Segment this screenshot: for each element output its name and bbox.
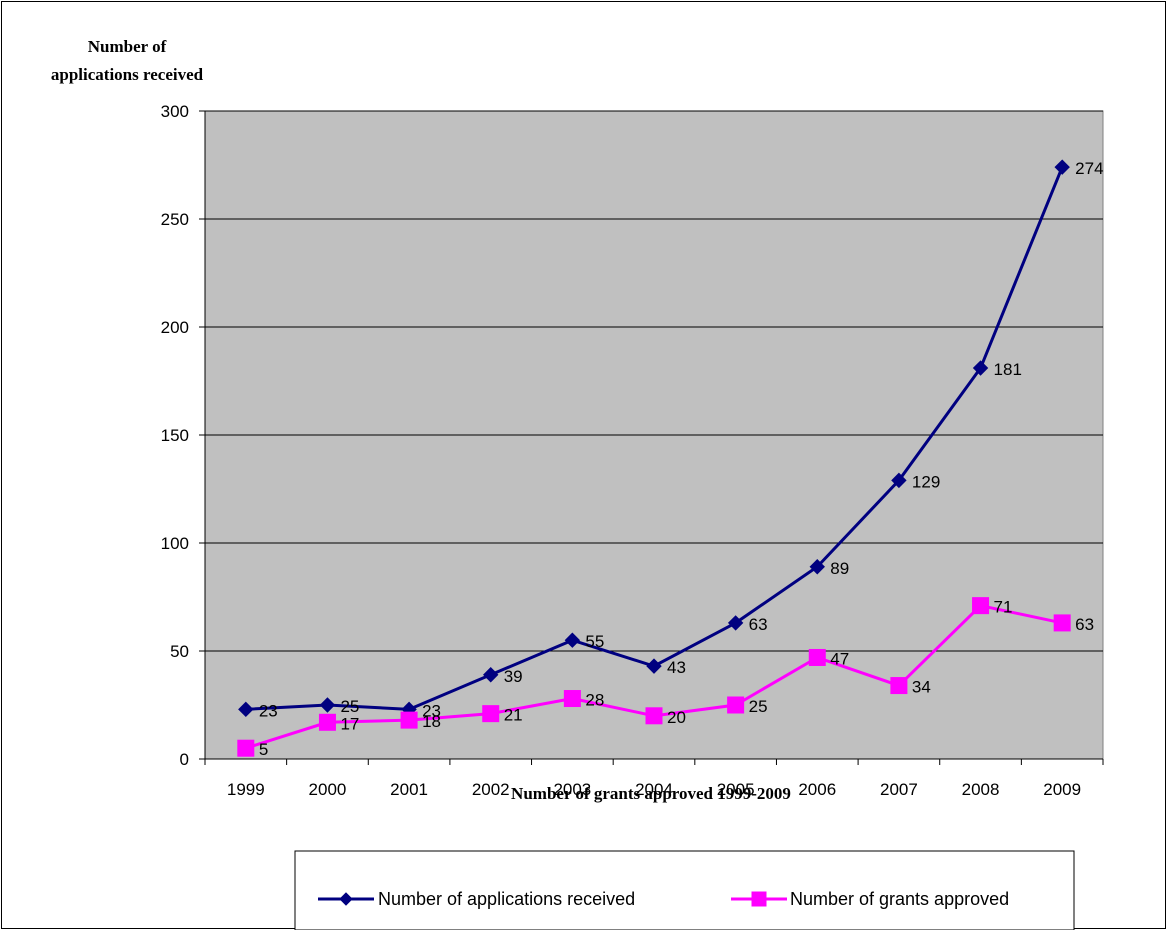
data-point-1-9 (972, 597, 990, 615)
y-tick-label-200: 200 (161, 318, 189, 337)
data-label-0-10: 274 (1075, 159, 1103, 178)
data-point-1-1 (318, 713, 336, 731)
y-tick-label-250: 250 (161, 210, 189, 229)
data-point-0-8 (891, 472, 907, 489)
data-label-1-10: 63 (1075, 615, 1094, 634)
x-tick-label-1999: 1999 (227, 780, 265, 799)
data-point-0-5 (646, 658, 662, 674)
data-point-1-3 (482, 705, 500, 723)
data-label-1-8: 34 (912, 678, 931, 697)
data-label-0-7: 89 (830, 559, 849, 578)
legend: Number of applications received Number of… (294, 850, 1075, 931)
y-tick-label-0: 0 (180, 750, 189, 769)
legend-marker-1 (751, 891, 767, 907)
legend-marker-0 (339, 892, 353, 906)
data-label-0-9: 181 (994, 360, 1022, 379)
y-tick-label-50: 50 (170, 642, 189, 661)
data-label-0-4: 55 (585, 632, 604, 651)
x-tick-label-2000: 2000 (309, 780, 347, 799)
data-point-0-6 (727, 615, 744, 631)
data-label-1-7: 47 (830, 649, 849, 668)
data-point-0-7 (809, 559, 825, 575)
data-point-0-10 (1054, 159, 1070, 175)
data-label-0-0: 23 (259, 701, 278, 720)
x-axis-title: Number of grants approved 1999-2009 (511, 784, 791, 803)
data-point-1-10 (1053, 614, 1071, 632)
data-point-0-0 (238, 701, 254, 718)
legend-label-0: Number of applications received (378, 889, 635, 909)
x-tick-label-2002: 2002 (472, 780, 510, 799)
data-point-1-8 (890, 677, 908, 695)
data-point-1-4 (563, 690, 581, 708)
x-tick-label-2005: 2005 (717, 780, 755, 799)
x-tick-label-2008: 2008 (962, 780, 1000, 799)
data-label-1-0: 5 (259, 740, 268, 759)
plot-area: 0 50 100 150 200 250 300 1999 2000 2001 2002 2003 20… (161, 102, 1104, 799)
data-point-1-0 (237, 739, 255, 757)
data-label-1-9: 71 (994, 598, 1013, 617)
data-label-0-8: 129 (912, 472, 940, 491)
x-tick-label-2009: 2009 (1043, 780, 1081, 799)
x-tick-label-2001: 2001 (390, 780, 428, 799)
data-point-1-2 (400, 711, 418, 729)
data-point-0-4 (564, 632, 581, 648)
data-point-0-1 (319, 697, 336, 713)
data-point-0-3 (483, 667, 499, 683)
x-tick-label-2006: 2006 (798, 780, 836, 799)
data-label-0-3: 39 (504, 667, 523, 686)
y-tick-label-300: 300 (161, 102, 189, 121)
x-tick-label-2007: 2007 (880, 780, 918, 799)
data-label-0-2: 23 (422, 701, 441, 720)
data-point-1-6 (727, 696, 745, 714)
y-tick-label-150: 150 (161, 426, 189, 445)
legend-label-1: Number of grants approved (790, 889, 1009, 909)
y-tick-label-100: 100 (161, 534, 189, 553)
data-label-1-4: 28 (585, 691, 604, 710)
y-axis-title-line2: applications received (51, 65, 204, 84)
data-label-1-5: 20 (667, 708, 686, 727)
x-tick-label-2004: 2004 (635, 780, 673, 799)
data-point-1-5 (645, 707, 663, 725)
y-axis-title-line1: Number of (88, 37, 167, 56)
data-label-1-6: 25 (749, 697, 768, 716)
data-point-1-7 (808, 648, 826, 666)
data-label-0-6: 63 (749, 615, 768, 634)
data-label-0-1: 25 (340, 697, 359, 716)
data-label-1-3: 21 (504, 706, 523, 725)
x-tick-label-2003: 2003 (553, 780, 591, 799)
data-point-0-9 (972, 360, 989, 376)
data-label-0-5: 43 (667, 658, 686, 677)
data-label-1-2: 18 (422, 712, 441, 731)
data-label-1-1: 17 (340, 714, 359, 733)
